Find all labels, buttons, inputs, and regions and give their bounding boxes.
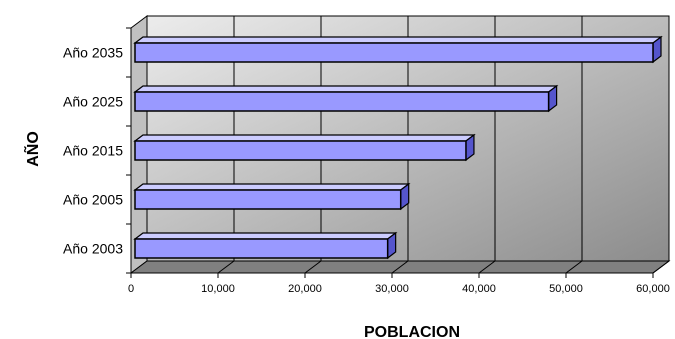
bar xyxy=(134,140,467,161)
floor-gridline xyxy=(217,260,235,274)
x-tick-label: 50,000 xyxy=(549,283,583,295)
bar-group xyxy=(133,84,559,113)
bar-group xyxy=(133,133,476,162)
bar-group xyxy=(133,231,398,260)
x-tick-label: 20,000 xyxy=(288,283,322,295)
bar xyxy=(134,91,550,112)
bar xyxy=(134,42,654,63)
bar-top xyxy=(133,183,411,191)
x-axis-title: POBLACION xyxy=(364,324,460,339)
category-label: Año 2003 xyxy=(63,241,123,257)
bar-group xyxy=(133,182,411,211)
floor-gridline xyxy=(478,260,496,274)
bar xyxy=(134,238,389,259)
x-tick-label: 10,000 xyxy=(201,283,235,295)
category-label: Año 2015 xyxy=(63,143,123,159)
floor-gridline xyxy=(304,260,322,274)
bar-top xyxy=(133,232,398,240)
y-axis-title: AÑO xyxy=(22,131,42,167)
floor-gridline xyxy=(391,260,409,274)
bar xyxy=(134,189,402,210)
category-label: Año 2005 xyxy=(63,192,123,208)
bar-group xyxy=(133,35,663,64)
bar-top xyxy=(133,134,476,142)
bar-top xyxy=(133,36,663,44)
floor-gridline xyxy=(565,260,583,274)
labels: 0 10,000 20,000 30,000 40,000 50,000 60,000 Año… xyxy=(63,45,670,296)
category-label: Año 2035 xyxy=(63,45,123,61)
x-tick-label: 30,000 xyxy=(375,283,409,295)
x-tick-label: 60,000 xyxy=(636,283,670,295)
x-tick-label: 40,000 xyxy=(462,283,496,295)
x-tick-label: 0 xyxy=(128,283,134,295)
category-label: Año 2025 xyxy=(63,94,123,110)
floor-gridline xyxy=(652,260,670,274)
bar-top xyxy=(133,85,559,93)
bars xyxy=(133,35,663,260)
axes xyxy=(126,27,654,278)
